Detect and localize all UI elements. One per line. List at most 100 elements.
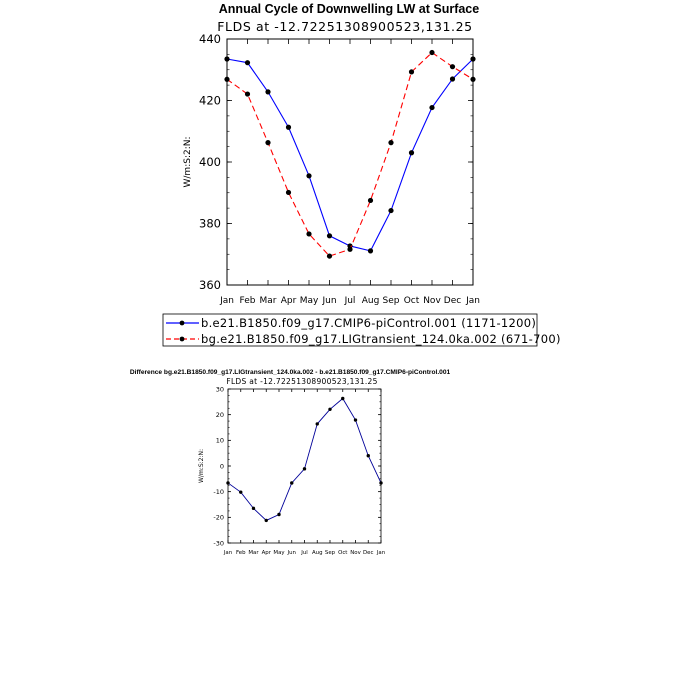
series-2-point [265, 140, 271, 146]
series-1-point [224, 56, 230, 62]
chart-1-y-tick-labels: 360 380 400 420 440 [199, 32, 221, 292]
series-1-point [239, 490, 243, 494]
x-tick-label: Oct [404, 296, 420, 306]
series-1-point [328, 407, 332, 411]
x-tick-label: Dec [444, 296, 461, 306]
series-1-point [379, 481, 383, 485]
chart-1-x-tick-labels: Jan Feb Mar Apr May Jun Jul Aug Sep Oct Nov Dec Jan [219, 296, 480, 306]
series-1-point [244, 60, 251, 66]
x-tick-label: Sep [383, 296, 400, 306]
x-tick-label: May [273, 550, 285, 556]
x-tick-label: Jan [219, 296, 234, 306]
series-1-point [302, 467, 307, 471]
x-tick-label: Nov [423, 296, 441, 306]
series-1-point [226, 481, 230, 485]
series-1-point [251, 506, 256, 511]
chart-2-y-tick-labels: -30 -20 -10 0 10 20 30 [213, 385, 224, 547]
y-tick-label: -10 [213, 488, 224, 496]
y-tick-label: -30 [213, 539, 224, 547]
series-1-point [449, 76, 456, 82]
x-tick-label: Feb [240, 296, 256, 306]
series-2-point [429, 49, 435, 56]
series-1-point [265, 89, 271, 95]
chart-2-x-tick-labels: Jan Feb Mar Apr May Jun Jul Aug Sep Oct Nov Dec Jan [223, 550, 385, 556]
x-tick-label: Oct [338, 550, 347, 556]
series-2-point [408, 69, 415, 75]
chart-1: Annual Cycle of Downwelling LW at Surfac… [162, 2, 561, 347]
series-2-point [224, 76, 230, 82]
series-1-point [429, 104, 435, 111]
series-1-point [470, 56, 476, 62]
y-tick-label: 400 [199, 155, 221, 169]
x-tick-label: Dec [363, 550, 373, 556]
x-tick-label: Jul [344, 296, 356, 306]
y-tick-label: 0 [220, 462, 224, 470]
x-tick-label: Aug [362, 296, 380, 306]
x-tick-label: Mar [260, 296, 277, 306]
chart-2: Difference bg.e21.B1850.f09_g17.LIGtrans… [130, 369, 451, 556]
series-1-point [408, 150, 415, 156]
series-1-point [353, 418, 358, 422]
x-tick-label: Jun [287, 550, 296, 556]
series-2-point [449, 64, 456, 70]
chart-1-legend: b.e21.B1850.f09_g17.CMIP6-piControl.001 … [162, 313, 561, 347]
chart-2-ylabel: W/m:S:2:N: [198, 449, 205, 483]
x-tick-label: Mar [248, 550, 259, 556]
y-tick-label: 20 [216, 411, 224, 419]
y-tick-label: 420 [199, 94, 221, 108]
series-1-point [277, 512, 281, 517]
series-2-point [388, 140, 394, 146]
x-tick-label: Jan [465, 296, 480, 306]
x-tick-label: Nov [350, 550, 361, 556]
series-1-point [264, 518, 268, 523]
x-tick-label: Apr [262, 550, 272, 556]
chart-1-title: Annual Cycle of Downwelling LW at Surfac… [219, 2, 479, 16]
chart-2-ticks [227, 388, 382, 544]
legend-label-series-2: bg.e21.B1850.f09_g17.LIGtransient_124.0k… [201, 332, 561, 346]
x-tick-label: May [300, 296, 319, 306]
y-tick-label: 30 [216, 385, 224, 393]
legend-marker-series-2 [179, 336, 185, 342]
y-tick-label: 10 [216, 437, 224, 445]
x-tick-label: Jan [376, 550, 385, 556]
series-1-point [367, 248, 374, 254]
chart-2-title: Difference bg.e21.B1850.f09_g17.LIGtrans… [130, 369, 451, 376]
series-line-1 [226, 58, 474, 252]
series-1-point [285, 124, 292, 130]
series-2-point [470, 76, 476, 82]
y-tick-label: 380 [199, 217, 221, 231]
series-line-2 [226, 51, 474, 257]
chart-1-series [224, 49, 476, 259]
series-line-1 [227, 397, 382, 521]
x-tick-label: Aug [312, 550, 323, 556]
series-1-point [341, 396, 345, 401]
y-tick-label: -20 [213, 514, 224, 522]
chart-2-subtitle: FLDS at -12.72251308900523,131.25 [226, 377, 377, 386]
series-1-point [388, 207, 394, 214]
chart-2-series [226, 396, 383, 523]
chart-1-subtitle: FLDS at -12.72251308900523,131.25 [217, 19, 472, 34]
series-1-point [315, 422, 319, 426]
x-tick-label: Jul [300, 550, 308, 556]
series-2-point [244, 91, 251, 97]
series-2-point [347, 246, 353, 252]
series-2-point [306, 231, 312, 237]
legend-label-series-1: b.e21.B1850.f09_g17.CMIP6-piControl.001 … [201, 316, 536, 330]
y-tick-label: 440 [199, 32, 221, 46]
legend-marker-series-1 [179, 320, 185, 326]
series-1-point [326, 233, 333, 239]
series-1-point [366, 454, 370, 458]
series-2-point [326, 253, 333, 259]
x-tick-label: Jun [321, 296, 336, 306]
x-tick-label: Feb [236, 550, 246, 556]
chart-2-plot-frame [227, 388, 382, 544]
y-tick-label: 360 [199, 278, 221, 292]
chart-1-ylabel: W/m:S:2:N: [183, 137, 193, 188]
series-1-point [290, 481, 294, 485]
series-2-point [285, 189, 292, 196]
x-tick-label: Sep [325, 550, 336, 556]
legend-frame [162, 313, 538, 347]
series-1-point [306, 173, 312, 179]
series-2-point [367, 197, 374, 204]
